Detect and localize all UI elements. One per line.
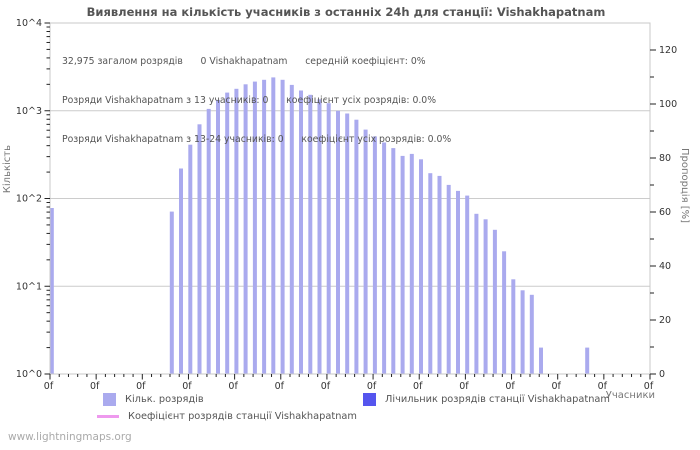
bar: [363, 129, 368, 374]
svg-text:0f: 0f: [90, 381, 100, 392]
svg-text:10^4: 10^4: [16, 18, 42, 29]
y-axis-right-title: Пропорція [%]: [679, 148, 690, 224]
bar: [391, 148, 396, 374]
svg-text:0f: 0f: [367, 381, 377, 392]
legend-item-station-count: Лічильник розрядів станції Vishakhapatna…: [363, 393, 610, 406]
svg-text:0f: 0f: [321, 381, 331, 392]
legend-row-2: Коефіцієнт розрядів станції Vishakhapatn…: [0, 410, 700, 426]
bar: [502, 251, 507, 374]
bar: [262, 79, 267, 375]
bar: [197, 124, 202, 374]
bar: [206, 108, 211, 375]
bar: [474, 213, 479, 374]
bar: [169, 211, 174, 374]
legend-label-station-count: Лічильник розрядів станції Vishakhapatna…: [385, 394, 610, 405]
bar: [529, 294, 534, 374]
svg-text:0f: 0f: [228, 381, 238, 392]
bar: [234, 88, 239, 375]
y-axis-left-title: Кількість: [2, 145, 13, 194]
bar: [492, 229, 497, 374]
bar: [585, 347, 590, 374]
bar: [336, 110, 340, 375]
bar: [382, 142, 387, 374]
bar: [539, 347, 543, 374]
bar: [289, 84, 294, 375]
legend-label-coefficient: Коефіцієнт розрядів станції Vishakhapatn…: [128, 411, 357, 422]
bar: [345, 113, 350, 374]
svg-text:10^2: 10^2: [16, 194, 42, 205]
x-axis-title: Учасники: [605, 390, 655, 401]
bar: [446, 184, 451, 374]
bar: [354, 119, 359, 374]
bar: [317, 99, 322, 375]
svg-text:10^3: 10^3: [16, 106, 42, 117]
bar: [179, 168, 183, 374]
bar: [308, 94, 313, 375]
bar: [299, 90, 303, 374]
svg-text:0: 0: [659, 369, 665, 380]
bar: [419, 159, 423, 374]
bar: [483, 219, 488, 374]
legend-label-count: Кільк. розрядів: [125, 394, 204, 405]
svg-text:0f: 0f: [182, 381, 192, 392]
svg-text:120: 120: [659, 45, 677, 56]
bar: [225, 92, 230, 374]
bar: [465, 195, 470, 374]
bar: [49, 208, 54, 374]
svg-text:0f: 0f: [413, 381, 423, 392]
bar: [216, 99, 220, 375]
svg-text:0f: 0f: [136, 381, 146, 392]
stats-line-13-24: Розряди Vishakhapatnam з 13-24 учасників…: [62, 134, 452, 145]
bar: [243, 84, 248, 375]
gridlines: [50, 110, 650, 287]
legend-row-1: Кільк. розрядів Лічильник розрядів станц…: [0, 392, 700, 408]
legend-swatch-light-bar: [103, 393, 116, 406]
svg-text:10^0: 10^0: [16, 369, 42, 380]
bar: [511, 279, 516, 374]
bar: [326, 103, 331, 374]
svg-text:80: 80: [659, 153, 671, 164]
bar: [372, 136, 377, 374]
bar: [456, 190, 460, 374]
svg-text:0f: 0f: [644, 381, 654, 392]
svg-text:100: 100: [659, 99, 677, 110]
bar: [252, 81, 257, 374]
svg-text:0f: 0f: [44, 381, 54, 392]
bar: [520, 290, 525, 374]
svg-text:0f: 0f: [551, 381, 561, 392]
y-axis-right: 0 20 40 60 80 100 120: [650, 45, 677, 380]
svg-text:0f: 0f: [505, 381, 515, 392]
stats-line-13: Розряди Vishakhapatnam з 13 учасників: 0…: [62, 95, 437, 106]
svg-text:20: 20: [659, 315, 671, 326]
legend-item-coefficient: Коефіцієнт розрядів станції Vishakhapatn…: [97, 411, 357, 422]
chart-title: Виявлення на кількість учасників з остан…: [86, 5, 606, 19]
bar: [271, 77, 276, 375]
bar: [280, 79, 285, 375]
svg-text:10^1: 10^1: [16, 281, 42, 292]
bar: [409, 153, 414, 374]
svg-text:0f: 0f: [459, 381, 469, 392]
y-axis-left: 10^0 10^1 10^2 10^3 10^4: [16, 18, 50, 380]
x-axis: 0f 0f 0f 0f 0f 0f 0f 0f 0f 0f 0f 0f 0f 0f: [44, 374, 654, 392]
bars-count-series: [49, 77, 590, 375]
legend-swatch-dark-bar: [363, 393, 376, 406]
svg-text:40: 40: [659, 261, 671, 272]
legend-swatch-coefficient-line: [97, 415, 119, 418]
svg-text:60: 60: [659, 207, 671, 218]
bar: [188, 144, 193, 374]
bar: [428, 173, 433, 374]
stats-annotation: 32,975 загалом розрядів 0 Vishakhapatnam…: [62, 29, 451, 172]
bar: [437, 175, 442, 374]
svg-text:0f: 0f: [598, 381, 608, 392]
svg-text:0f: 0f: [275, 381, 285, 392]
site-watermark: www.lightningmaps.org: [8, 431, 132, 443]
legend-item-count: Кільк. розрядів: [103, 393, 204, 406]
stats-line-total: 32,975 загалом розрядів 0 Vishakhapatnam…: [62, 56, 426, 67]
bar: [400, 155, 405, 374]
